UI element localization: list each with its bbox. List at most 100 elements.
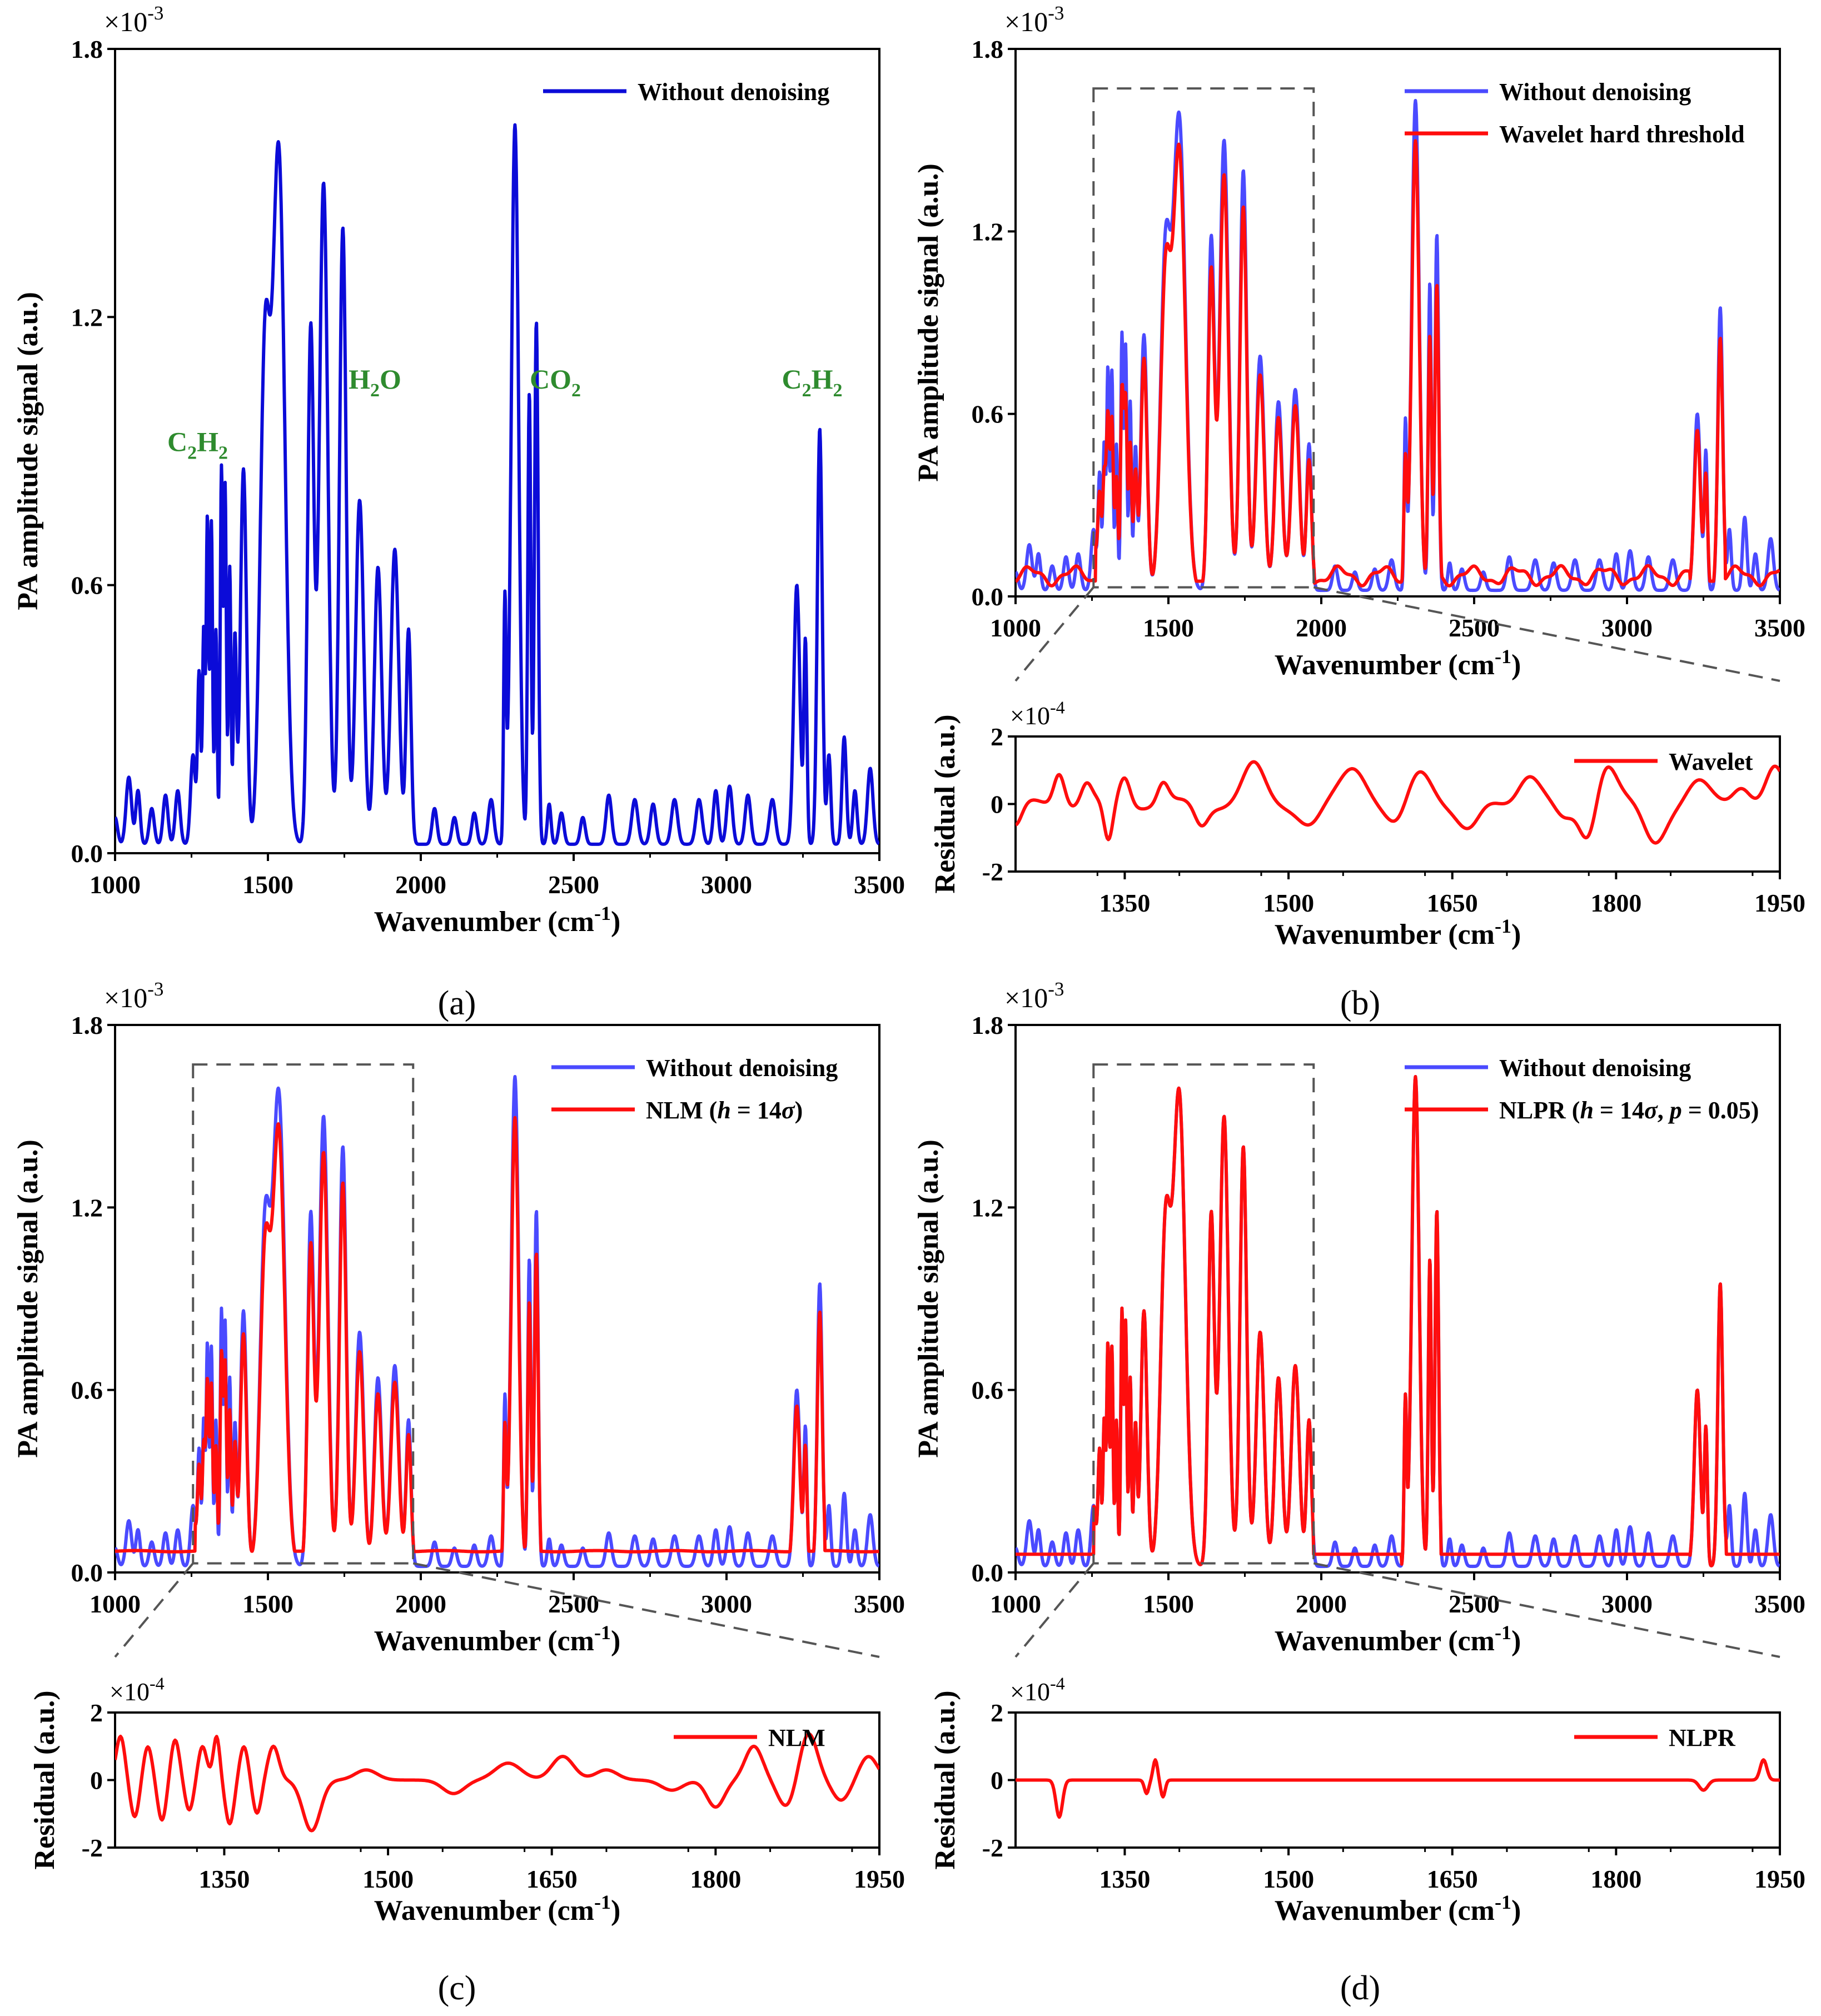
legend-label: Without denoising: [1499, 78, 1691, 106]
x-tick-label: 2500: [548, 1590, 599, 1618]
x-tick-label: 3000: [701, 1590, 752, 1618]
x-tick-label: 1350: [1099, 889, 1150, 917]
x-tick-label: 1800: [1590, 889, 1641, 917]
x-tick-label: 3500: [854, 870, 905, 899]
x-tick-label: 1500: [1263, 1865, 1314, 1893]
axis-multiplier: ×10-3: [1004, 2, 1064, 37]
y-tick-label: 0.0: [71, 839, 103, 868]
y-axis-title: PA amplitude signal (a.u.): [12, 292, 44, 610]
series-without-denoising: [1016, 99, 1780, 593]
y-tick-label: 0: [991, 790, 1003, 819]
series-without-denoising: [115, 123, 879, 846]
x-axis-title: Wavenumber (cm-1): [1275, 1891, 1521, 1927]
x-tick-label: 1000: [990, 614, 1041, 642]
peak-annotation: H2O: [349, 364, 401, 401]
y-tick-label: 1.8: [972, 35, 1004, 63]
series-without-denoising: [1016, 1075, 1780, 1569]
y-axis-title: PA amplitude signal (a.u.): [913, 1139, 944, 1458]
x-tick-label: 1500: [362, 1865, 414, 1893]
y-tick-label: 1.8: [71, 1011, 103, 1039]
x-tick-label: 1950: [1754, 889, 1805, 917]
zoom-connector: [114, 1562, 194, 1658]
x-tick-label: 1350: [1099, 1865, 1150, 1893]
y-tick-label: -2: [982, 858, 1003, 886]
y-axis-title: Residual (a.u.): [929, 714, 961, 893]
axis-multiplier: ×10-4: [1010, 698, 1065, 730]
y-tick-label: 2: [90, 1699, 103, 1727]
x-axis-title: Wavenumber (cm-1): [1275, 1621, 1521, 1657]
panel-caption: (d): [1340, 1969, 1380, 2007]
series-denoised: [1016, 139, 1780, 588]
zoom-box: [1092, 87, 1315, 589]
x-axis-title: Wavenumber (cm-1): [1275, 915, 1521, 950]
legend-label: Wavelet: [1669, 748, 1753, 775]
legend-label: Wavelet hard threshold: [1499, 121, 1745, 148]
x-axis-title: Wavenumber (cm-1): [374, 1621, 621, 1657]
legend-label: Without denoising: [638, 78, 829, 106]
x-tick-label: 1800: [690, 1865, 741, 1893]
x-tick-label: 2000: [395, 1590, 446, 1618]
x-tick-label: 1000: [89, 1590, 141, 1618]
y-tick-label: 0.6: [972, 1376, 1004, 1405]
axis-multiplier: ×10-4: [1010, 1674, 1065, 1706]
x-tick-label: 1800: [1590, 1865, 1641, 1893]
y-axis-title: Residual (a.u.): [29, 1690, 61, 1869]
series-residual: [115, 1732, 879, 1833]
panel-b: 1000 1500 2000 2500 3000 35000.00.61.21.8×10-…: [913, 2, 1805, 1022]
y-tick-label: 0.0: [972, 583, 1004, 611]
panel-d: 1000 1500 2000 2500 3000 35000.00.61.21.8×10-…: [913, 978, 1805, 2007]
y-tick-label: 1.8: [71, 35, 103, 63]
panel-c: 1000 1500 2000 2500 3000 35000.00.61.21.8×10-…: [12, 978, 905, 2007]
x-tick-label: 1500: [1143, 1590, 1194, 1618]
x-tick-label: 2500: [548, 870, 599, 899]
x-tick-label: 1350: [198, 1865, 250, 1893]
legend-label: NLPR: [1669, 1724, 1736, 1751]
peak-annotation: CO2: [530, 364, 581, 401]
peak-annotation: C2H2: [167, 426, 228, 464]
x-tick-label: 3500: [1754, 614, 1805, 642]
y-tick-label: 2: [991, 723, 1003, 751]
x-axis-title: Wavenumber (cm-1): [1275, 645, 1521, 681]
x-tick-label: 1650: [1427, 889, 1478, 917]
x-tick-label: 3500: [1754, 1590, 1805, 1618]
series-denoised: [1016, 1075, 1780, 1567]
series-without-denoising: [115, 1075, 879, 1569]
y-axis-title: PA amplitude signal (a.u.): [913, 163, 944, 482]
zoom-connector: [412, 1562, 880, 1658]
y-tick-label: 1.2: [972, 217, 1004, 246]
series-residual: [1016, 1758, 1780, 1819]
y-tick-label: 2: [991, 1699, 1003, 1727]
x-tick-label: 3500: [854, 1590, 905, 1618]
legend-label: Without denoising: [646, 1054, 838, 1082]
panel-caption: (a): [438, 984, 476, 1022]
x-tick-label: 1000: [990, 1590, 1041, 1618]
x-axis-title: Wavenumber (cm-1): [374, 1891, 621, 1927]
y-tick-label: 0.6: [972, 400, 1004, 429]
peak-annotation: C2H2: [782, 364, 842, 401]
x-tick-label: 1500: [242, 1590, 293, 1618]
y-tick-label: 0.0: [972, 1559, 1004, 1587]
zoom-box: [192, 1063, 415, 1565]
y-tick-label: 0.0: [71, 1559, 103, 1587]
plot-frame: [1014, 735, 1781, 873]
legend-label: NLM (h = 14σ): [646, 1097, 803, 1124]
legend-label: Without denoising: [1499, 1054, 1691, 1082]
panel-caption: (c): [438, 1969, 476, 2007]
plot-frame: [114, 48, 880, 854]
y-tick-label: 1.2: [71, 1193, 103, 1222]
panel-a: 1000 1500 2000 2500 3000 35000.00.61.21.8×10-…: [12, 2, 905, 1022]
x-tick-label: 2000: [1296, 614, 1347, 642]
x-tick-label: 2500: [1449, 614, 1500, 642]
y-tick-label: 0.6: [71, 1376, 103, 1405]
x-tick-label: 3000: [1601, 614, 1653, 642]
x-tick-label: 1650: [526, 1865, 578, 1893]
x-tick-label: 1650: [1427, 1865, 1478, 1893]
x-tick-label: 3000: [1601, 1590, 1653, 1618]
y-tick-label: 1.8: [972, 1011, 1004, 1039]
y-tick-label: 1.2: [71, 303, 103, 331]
y-tick-label: 1.2: [972, 1193, 1004, 1222]
x-tick-label: 3000: [701, 870, 752, 899]
axis-multiplier: ×10-3: [1004, 978, 1064, 1013]
y-axis-title: Residual (a.u.): [929, 1690, 961, 1869]
